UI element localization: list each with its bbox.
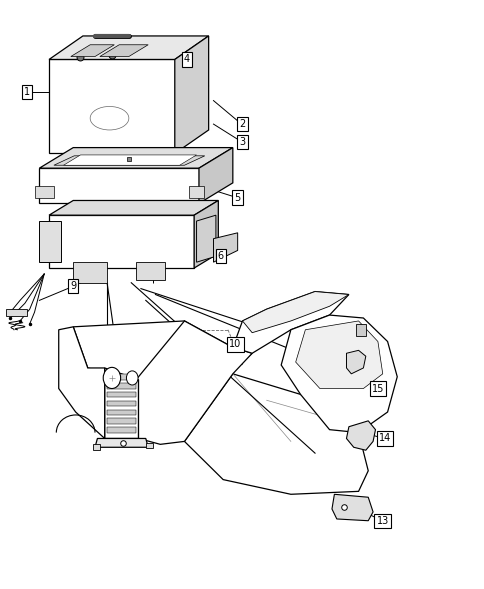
Polygon shape [194,200,218,268]
Polygon shape [73,321,252,380]
Polygon shape [95,438,148,447]
Polygon shape [346,421,375,450]
Polygon shape [107,375,136,380]
Ellipse shape [90,107,129,130]
Polygon shape [100,45,148,57]
Polygon shape [174,36,208,154]
Polygon shape [73,262,107,283]
Polygon shape [49,59,174,154]
Text: 10: 10 [228,339,241,349]
Polygon shape [107,383,136,389]
Polygon shape [136,262,165,280]
Text: 3: 3 [239,137,245,147]
Polygon shape [107,419,136,423]
Polygon shape [105,368,138,438]
Polygon shape [5,309,27,316]
Text: 2: 2 [239,119,245,129]
Polygon shape [242,292,348,333]
Polygon shape [346,350,365,374]
Polygon shape [107,427,136,432]
Polygon shape [189,186,203,197]
Text: 6: 6 [217,252,223,262]
Polygon shape [49,215,194,268]
Polygon shape [107,410,136,415]
Polygon shape [54,156,204,166]
Polygon shape [39,221,61,262]
Polygon shape [107,401,136,406]
Text: 9: 9 [70,281,76,291]
Polygon shape [295,321,382,389]
Polygon shape [196,215,215,262]
Polygon shape [39,148,232,168]
Text: 15: 15 [371,383,383,393]
Polygon shape [146,442,153,448]
Polygon shape [63,155,196,166]
Polygon shape [355,324,365,336]
Polygon shape [136,321,252,444]
Polygon shape [49,36,208,59]
Polygon shape [92,444,100,450]
Circle shape [103,368,121,389]
Text: 4: 4 [183,54,190,64]
Text: 14: 14 [378,434,391,444]
Text: 13: 13 [376,516,388,526]
Circle shape [126,371,138,385]
Polygon shape [331,494,372,521]
Polygon shape [198,148,232,203]
Polygon shape [213,233,237,262]
Polygon shape [184,374,367,494]
Polygon shape [34,186,54,197]
Text: 5: 5 [234,193,240,203]
Polygon shape [49,200,218,215]
Polygon shape [59,327,105,438]
Polygon shape [281,315,396,432]
Polygon shape [71,45,114,57]
Polygon shape [39,168,198,203]
Text: 1: 1 [24,87,30,97]
Polygon shape [232,292,348,353]
Polygon shape [107,392,136,398]
